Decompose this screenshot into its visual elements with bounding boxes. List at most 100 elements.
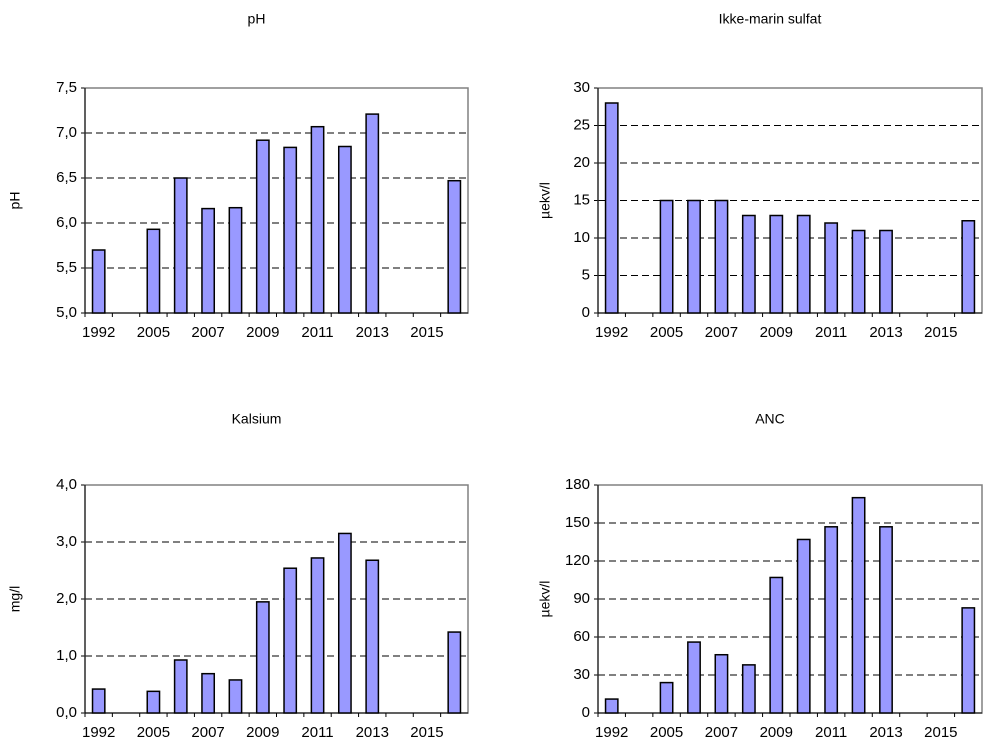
x-tick-label: 2013 <box>869 324 902 341</box>
chart-title: Ikke-marin sulfat <box>719 11 822 27</box>
y-tick-label: 5,0 <box>56 304 77 321</box>
y-axis-label: pH <box>7 192 23 210</box>
x-tick-label: 2005 <box>137 324 170 341</box>
bar <box>796 214 811 314</box>
bar <box>879 229 893 314</box>
x-tick-label: 2009 <box>246 724 279 741</box>
bar <box>91 688 106 714</box>
x-tick-label: 2015 <box>924 324 957 341</box>
bar <box>201 672 216 714</box>
bar <box>228 679 243 714</box>
y-tick-label: 90 <box>573 590 590 607</box>
bar <box>659 199 674 314</box>
y-tick-label: 30 <box>573 79 590 96</box>
x-tick-label: 2015 <box>410 724 443 741</box>
x-tick-label: 2013 <box>356 724 389 741</box>
bar <box>714 199 729 314</box>
y-tick-label: 5 <box>582 266 590 283</box>
x-tick-label: 2005 <box>650 724 683 741</box>
bar <box>961 220 976 314</box>
y-tick-label: 15 <box>573 191 590 208</box>
chart-title: Kalsium <box>232 411 282 427</box>
y-tick-label: 6,0 <box>56 214 77 231</box>
x-tick-label: 2013 <box>869 724 902 741</box>
x-tick-label: 2013 <box>356 324 389 341</box>
y-tick-label: 60 <box>573 628 590 645</box>
y-tick-label: 7,5 <box>56 79 77 96</box>
bar <box>796 538 811 714</box>
bar <box>146 690 161 714</box>
bar <box>961 607 976 714</box>
bar <box>769 214 784 314</box>
bar <box>365 113 380 314</box>
y-tick-label: 1,0 <box>56 647 77 664</box>
bar <box>255 601 270 714</box>
y-tick-label: 20 <box>573 154 590 171</box>
chart-title: ANC <box>755 411 785 427</box>
x-tick-label: 1992 <box>595 724 628 741</box>
y-tick-label: 4,0 <box>56 476 77 493</box>
y-tick-label: 25 <box>573 116 590 133</box>
x-tick-label: 2005 <box>650 324 683 341</box>
x-tick-label: 2007 <box>705 324 738 341</box>
bar <box>337 532 352 714</box>
x-tick-label: 2011 <box>301 324 333 341</box>
x-tick-label: 2015 <box>410 324 443 341</box>
bar <box>228 206 243 314</box>
bar <box>604 698 619 714</box>
bar <box>365 559 380 714</box>
x-tick-label: 2005 <box>137 724 170 741</box>
y-tick-label: 150 <box>565 514 590 531</box>
y-tick-label: 5,5 <box>56 259 77 276</box>
bar <box>851 496 866 714</box>
bar <box>447 631 462 714</box>
bar <box>173 177 188 314</box>
bar <box>851 229 866 314</box>
bar <box>714 653 729 714</box>
bar <box>91 249 106 314</box>
x-tick-label: 1992 <box>82 324 115 341</box>
y-tick-label: 0 <box>582 704 590 721</box>
bar <box>824 222 839 314</box>
plot-frame <box>84 87 469 314</box>
x-tick-label: 2009 <box>246 324 279 341</box>
bar <box>687 199 701 314</box>
x-tick-label: 2011 <box>301 724 333 741</box>
bar <box>310 557 325 714</box>
bar <box>659 681 674 714</box>
bar <box>146 228 161 314</box>
x-tick-label: 2009 <box>760 724 793 741</box>
y-tick-label: 0,0 <box>56 704 77 721</box>
chart-title: pH <box>248 11 266 27</box>
y-tick-label: 6,5 <box>56 169 77 186</box>
y-tick-label: 180 <box>565 476 590 493</box>
bar <box>283 146 298 314</box>
bar <box>687 641 701 714</box>
x-tick-label: 2007 <box>191 324 224 341</box>
bar <box>741 664 756 714</box>
y-tick-label: 7,0 <box>56 124 77 141</box>
y-tick-label: 2,0 <box>56 590 77 607</box>
x-tick-label: 2007 <box>705 724 738 741</box>
y-tick-label: 3,0 <box>56 533 77 550</box>
y-axis-label: µekv/l <box>537 581 553 618</box>
bar <box>173 659 188 714</box>
bar <box>310 125 325 314</box>
x-tick-label: 2015 <box>924 724 957 741</box>
y-tick-label: 0 <box>582 304 590 321</box>
bar <box>447 179 462 314</box>
x-tick-label: 2011 <box>815 324 847 341</box>
bar <box>201 207 216 314</box>
bar <box>879 526 893 714</box>
x-tick-label: 2007 <box>191 724 224 741</box>
y-tick-label: 120 <box>565 552 590 569</box>
bar <box>337 145 352 314</box>
bar <box>255 139 270 314</box>
bar <box>604 102 619 314</box>
bar <box>741 214 756 314</box>
y-axis-label: mg/l <box>7 586 23 612</box>
y-tick-label: 30 <box>573 666 590 683</box>
bar <box>769 576 784 714</box>
bar <box>824 526 839 714</box>
